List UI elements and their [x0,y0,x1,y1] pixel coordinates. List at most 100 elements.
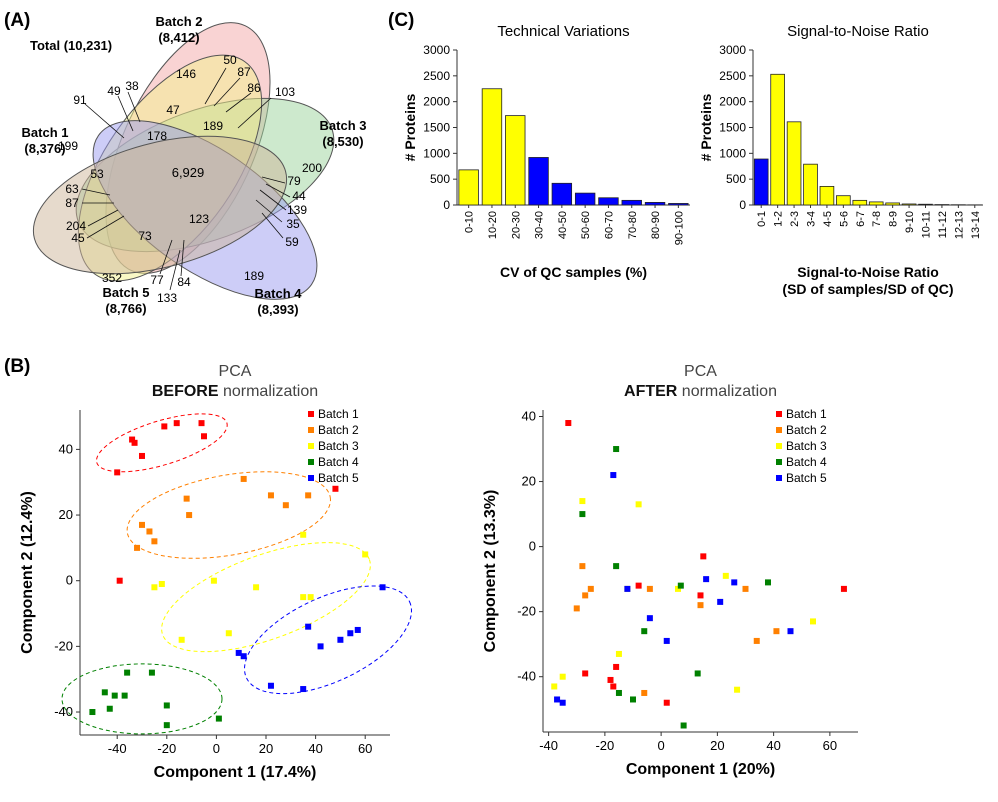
y-axis-label: # Proteins [402,93,418,161]
legend-label: Batch 3 [318,439,359,453]
x-tick-label: 50-60 [580,211,592,239]
bar [868,201,884,206]
data-point [579,563,586,570]
data-point [810,618,816,625]
legend-label: Batch 3 [786,439,827,453]
callout-line [86,215,125,239]
x-tick-label: -20 [595,738,614,753]
y-tick-label: 0 [66,573,73,588]
y-tick-label: 1500 [719,121,746,135]
legend-marker [776,443,782,449]
data-point [163,702,170,709]
x-tick-label: 70-80 [627,211,639,239]
cluster-ellipse [126,471,331,559]
x-tick-label: 40-50 [557,211,569,239]
bar [901,203,917,206]
data-point [129,436,136,443]
data-point [630,696,636,703]
data-point [300,531,307,538]
callout-line [261,212,284,239]
data-point [613,446,620,453]
pca-subtitle-emphasis: AFTER [624,383,678,400]
data-point [158,580,165,587]
data-point [551,683,558,690]
y-tick-label: 1500 [423,121,450,135]
x-tick-label: -20 [157,741,176,756]
data-point [663,637,670,644]
x-tick-label: 0-1 [756,211,768,227]
data-point [559,673,566,680]
legend-label: Batch 2 [786,423,827,437]
callout-line [204,67,227,105]
x-tick-label: 13-14 [970,211,982,239]
data-point [161,423,168,430]
callout-line [87,209,119,227]
data-point [178,636,185,643]
data-point [646,585,653,592]
venn-callout-value: 87 [65,196,79,210]
data-point [703,576,710,583]
bar [458,169,479,206]
data-point [559,699,566,706]
pca-subtitle-emphasis: BEFORE [152,383,219,400]
venn-callout-value: 49 [107,84,121,98]
data-point [753,637,760,644]
data-point [840,585,847,592]
data-point [151,538,158,545]
data-point [615,689,622,696]
x-tick-label: 12-13 [953,211,965,239]
x-tick-label: 90-100 [673,211,685,245]
venn-diagram: Total (10,231) Batch 2 (8,412) Batch 1 (… [22,14,367,317]
pca-title: PCA [219,363,252,380]
data-point [610,683,617,690]
legend-marker [776,459,782,465]
legend-marker [308,411,314,417]
data-point [151,584,158,591]
y-tick-label: 1000 [423,146,450,160]
y-tick-label: 2000 [423,95,450,109]
x-axis-label: Component 1 (17.4%) [154,764,317,781]
x-axis-label: Component 1 (20%) [626,761,775,778]
data-point [579,511,586,518]
bar [836,195,851,206]
bar [551,182,573,206]
data-point [717,598,724,605]
data-point [139,452,145,459]
venn-set-count-batch-3: (8,530) [322,134,363,149]
data-point [787,628,794,635]
y-tick-label: 0 [739,198,746,212]
cluster-ellipse [61,663,223,735]
bar [528,157,549,206]
data-point [646,615,653,622]
bar [644,202,666,206]
panel-label-a: (A) [4,10,30,31]
venn-callout-value: 87 [237,65,251,79]
y-tick-label: 3000 [719,43,746,57]
data-point [694,670,701,677]
venn-region-value: 123 [189,212,209,226]
data-point [253,584,260,591]
bar [753,158,769,206]
bar [598,197,619,206]
y-axis-label: # Proteins [698,93,714,161]
data-point [114,469,121,476]
bar [819,185,835,206]
data-point [675,585,681,592]
venn-region-value: 199 [58,139,78,153]
callout-line [81,188,111,196]
x-tick-label: 0 [213,741,220,756]
data-point [734,686,741,693]
venn-region-value: 53 [90,167,104,181]
data-point [731,579,738,586]
data-point [607,676,614,683]
bar [803,163,818,206]
data-point [267,682,274,689]
y-tick-label: -40 [517,669,536,684]
data-point [332,485,339,492]
bar [885,202,900,206]
venn-set-name-batch-3: Batch 3 [320,118,367,133]
data-point [337,636,344,643]
bar [621,199,642,206]
cluster-ellipse [95,413,228,473]
